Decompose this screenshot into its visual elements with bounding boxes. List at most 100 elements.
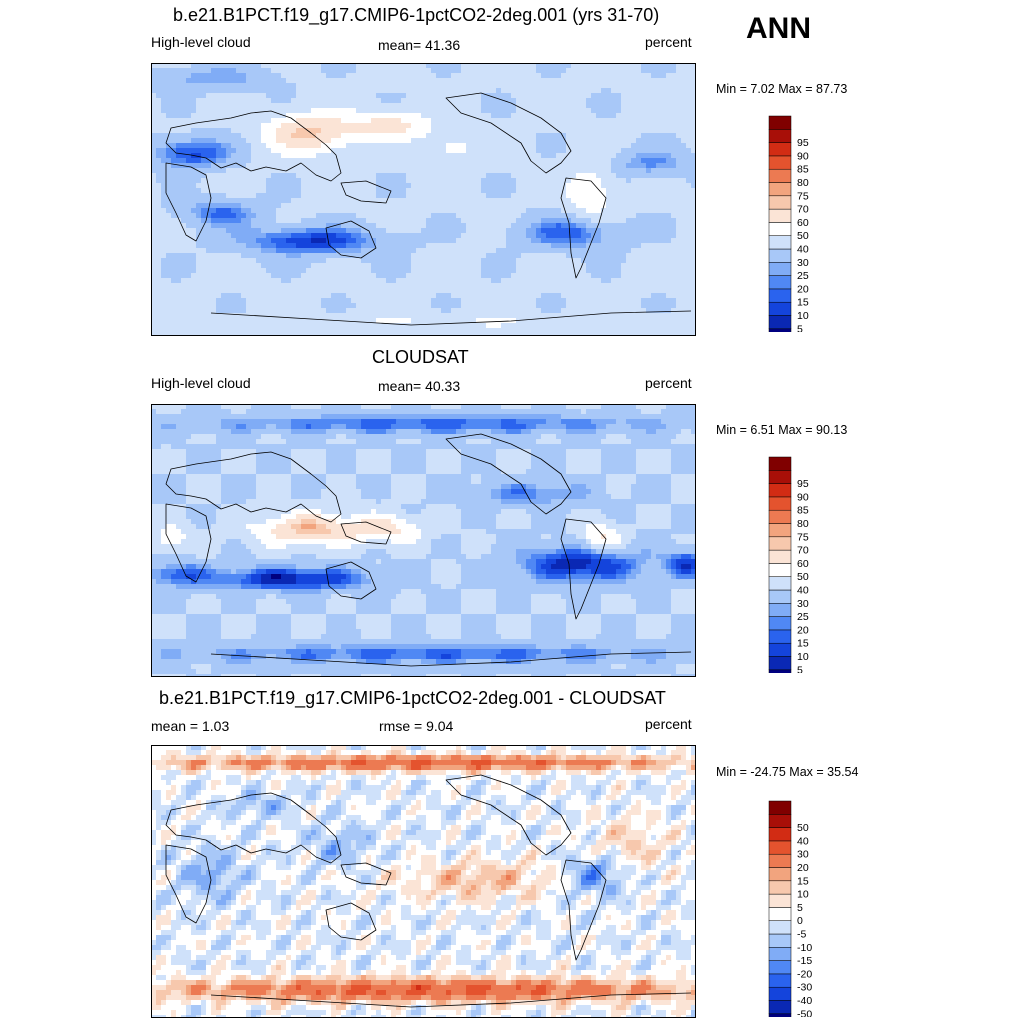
panel1-mean-label: mean= 41.36 [378,37,461,53]
coastline-5 [340,180,392,204]
coastline-1 [165,503,212,583]
colorbar-tick-label: 5 [797,323,803,332]
panel3-title: b.e21.B1PCT.f19_g17.CMIP6-1pctCO2-2deg.0… [159,688,666,708]
colorbar-tick-label: 70 [797,545,809,557]
colorbar-tick-label: 80 [797,177,809,189]
colorbar-tick-label: 20 [797,862,809,874]
colorbar-tick-label: 90 [797,150,809,162]
colorbar-tick-label: 15 [797,297,809,309]
colorbar-box [768,248,792,263]
season-label: ANN [746,12,811,45]
coastline-0 [165,792,342,864]
colorbar-tick-label: 5 [797,902,803,914]
coastline-5 [340,521,392,545]
map-frame [151,404,696,677]
colorbar-tick-label: -50 [797,1008,812,1017]
colorbar-box [768,115,792,130]
colorbar-box [768,1013,792,1017]
coastline-0 [165,110,342,182]
colorbar-tick-label: 20 [797,624,809,636]
colorbar-box [768,867,792,882]
panel2-mean-label: mean= 40.33 [378,378,461,394]
panel1-map [151,63,696,336]
colorbar-tick-label: 10 [797,651,809,663]
colorbar-box [768,1000,792,1015]
colorbar-box [768,549,792,564]
colorbar-tick-label: 90 [797,491,809,503]
panel1-minmax: Min = 7.02 Max = 87.73 [716,82,848,96]
panel3-units-label: percent [645,716,692,732]
colorbar-tick-label: -30 [797,982,812,994]
colorbar-box [768,288,792,303]
colorbar-box [768,669,792,673]
colorbar-tick-label: 40 [797,835,809,847]
panel1-units-label: percent [645,34,692,50]
colorbar-box [768,893,792,908]
colorbar-tick-label: 50 [797,230,809,242]
colorbar-tick-label: 95 [797,137,809,149]
colorbar-box [768,509,792,524]
panel2-variable-label: High-level cloud [151,375,251,391]
colorbar-tick-label: 70 [797,204,809,216]
colorbar-tick-label: 75 [797,531,809,543]
coastline-3 [445,774,572,856]
colorbar-tick-label: 75 [797,190,809,202]
colorbar-tick-label: 85 [797,164,809,176]
colorbar-box [768,328,792,332]
panel1-title: b.e21.B1PCT.f19_g17.CMIP6-1pctCO2-2deg.0… [173,5,660,25]
colorbar-box [768,947,792,961]
colorbar-box [768,589,792,604]
colorbar-box [768,235,792,250]
colorbar-box [768,195,792,210]
coastline-3 [445,433,572,515]
map-frame [151,745,696,1018]
colorbar-box [768,800,792,815]
panel3-rmse-label: rmse = 9.04 [379,718,454,734]
colorbar-box [768,840,792,855]
coastline-6 [210,651,692,667]
colorbar-box [768,986,792,1001]
colorbar-tick-label: 50 [797,822,809,834]
colorbar-tick-label: -10 [797,942,812,954]
colorbar-box [768,920,792,935]
colorbar-tick-label: 20 [797,283,809,295]
colorbar-tick-label: -15 [797,955,812,967]
colorbar-tick-label: 0 [797,915,803,927]
colorbar-tick-label: 10 [797,310,809,322]
coastline-1 [165,162,212,242]
colorbar-box [768,155,792,170]
colorbar-box [768,208,792,223]
colorbar-tick-label: -20 [797,968,812,980]
colorbar-tick-label: 40 [797,244,809,256]
colorbar-box [768,656,792,671]
map-frame [151,63,696,336]
colorbar-box [768,642,792,657]
panel2-minmax: Min = 6.51 Max = 90.13 [716,423,848,437]
colorbar-box [768,536,792,551]
colorbar-box [768,301,792,316]
coastline-5 [340,862,392,886]
colorbar-box [768,616,792,631]
colorbar-tick-label: 60 [797,217,809,229]
colorbar-box [768,960,792,975]
coastline-6 [210,310,692,326]
colorbar-tick-label: 30 [797,849,809,861]
coastline-4 [560,859,607,961]
colorbar-box [768,456,792,471]
colorbar-box [768,933,792,948]
panel3-map [151,745,696,1018]
panel2-map [151,404,696,677]
colorbar-tick-label: -5 [797,929,806,941]
colorbar-tick-label: 50 [797,571,809,583]
colorbar-tick-label: -40 [797,995,812,1007]
colorbar-box [768,563,792,577]
colorbar-box [768,129,792,143]
coastline-2 [325,220,377,259]
colorbar-box [768,523,792,538]
colorbar-box [768,880,792,895]
colorbar-box [768,827,792,842]
colorbar-tick-label: 80 [797,518,809,530]
